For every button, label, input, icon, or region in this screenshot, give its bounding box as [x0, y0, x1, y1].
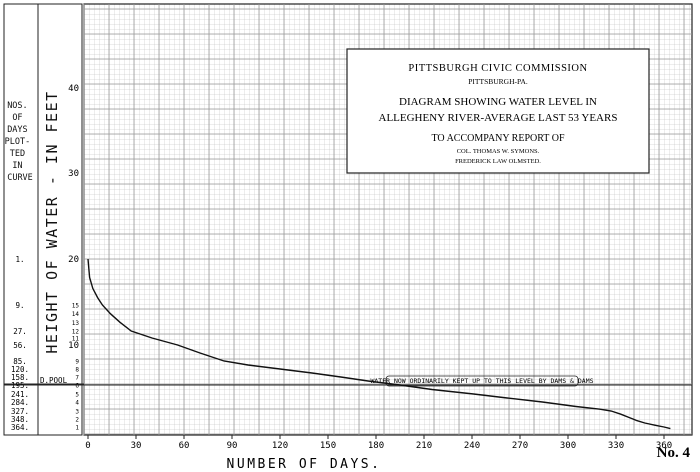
x-axis-label: NUMBER OF DAYS.: [227, 457, 382, 472]
days-count: 327.: [11, 407, 29, 416]
y-tick-label: 8: [75, 367, 79, 374]
x-tick-label: 300: [560, 441, 576, 451]
y-tick-label: 13: [72, 320, 80, 327]
days-count: 85.: [13, 357, 27, 366]
plate-number: No. 4: [657, 445, 691, 461]
y-tick-label: 4: [75, 400, 79, 407]
days-count: 364.: [11, 423, 29, 432]
days-count: 284.: [11, 398, 29, 407]
x-tick-label: 270: [512, 441, 528, 451]
y-tick-label: 11: [72, 336, 80, 343]
y-tick-label: 1: [75, 425, 79, 432]
y-tick-label: 3: [75, 409, 79, 416]
y-tick-label: 20: [68, 255, 79, 265]
days-column-header: NOS. OF DAYS PLOT- TED IN CURVE: [5, 101, 36, 183]
left-panel: [3, 3, 84, 436]
days-count: 56.: [13, 341, 27, 350]
days-count: 120.: [11, 365, 29, 374]
y-tick-label: 15: [72, 303, 80, 310]
y-tick-label: 6: [75, 383, 79, 390]
x-tick-label: 330: [608, 441, 624, 451]
days-count: 241.: [11, 390, 29, 399]
days-column: 1.9.27.56.85.120.158.195.241.284.327.348…: [11, 255, 29, 432]
title-author2: FREDERICK LAW OLMSTED.: [455, 158, 541, 165]
y-tick-label: 5: [75, 392, 79, 399]
title-author1: COL. THOMAS W. SYMONS.: [457, 148, 540, 155]
water-level-curve: [87, 258, 671, 430]
days-count: 158.: [11, 373, 29, 382]
pool-label: D.POOL: [40, 376, 68, 385]
x-tick-label: 30: [131, 441, 142, 451]
x-tick-label: 120: [272, 441, 288, 451]
title-accompany: TO ACCOMPANY REPORT OF: [431, 133, 564, 144]
x-tick-label: 90: [227, 441, 238, 451]
x-tick-label: 180: [368, 441, 384, 451]
x-tick-label: 60: [179, 441, 190, 451]
x-ticks: 0 30 60 90 120 150 180 210 240 270 300 330 360: [85, 435, 672, 451]
x-tick-label: 150: [320, 441, 336, 451]
y-tick-label: 14: [72, 311, 80, 318]
x-tick-label: 210: [416, 441, 432, 451]
y-tick-label: 30: [68, 169, 79, 179]
y-tick-label: 9: [75, 359, 79, 366]
pool-annotation-box: [385, 375, 579, 387]
days-count: 9.: [15, 301, 24, 310]
days-count: 348.: [11, 415, 29, 424]
title-box: PITTSBURGH CIVIC COMMISSION PITTSBURGH-P…: [346, 48, 650, 174]
title-place: PITTSBURGH-PA.: [468, 77, 528, 86]
x-tick-label: 240: [464, 441, 480, 451]
y-tick-label: 12: [72, 329, 80, 336]
y-tick-label: 7: [75, 375, 79, 382]
y-axis-label: HEIGHT OF WATER - IN FEET: [43, 90, 61, 353]
x-tick-label: 360: [656, 441, 672, 451]
pool-level: D.POOL WATER NOW ORDINARILY KEPT UP TO TH…: [4, 375, 692, 387]
y-tick-label: 10: [68, 341, 79, 351]
y-tick-label: 2: [75, 417, 79, 424]
title-line2: ALLEGHENY RIVER-AVERAGE LAST 53 YEARS: [379, 112, 618, 124]
days-count: 1.: [15, 255, 24, 264]
x-tick-label: 0: [85, 441, 90, 451]
days-count: 27.: [13, 327, 27, 336]
y-tick-label: 40: [68, 84, 79, 94]
pool-annotation: WATER NOW ORDINARILY KEPT UP TO THIS LEV…: [370, 377, 593, 385]
title-org: PITTSBURGH CIVIC COMMISSION: [408, 63, 587, 74]
title-line1: DIAGRAM SHOWING WATER LEVEL IN: [399, 96, 597, 108]
